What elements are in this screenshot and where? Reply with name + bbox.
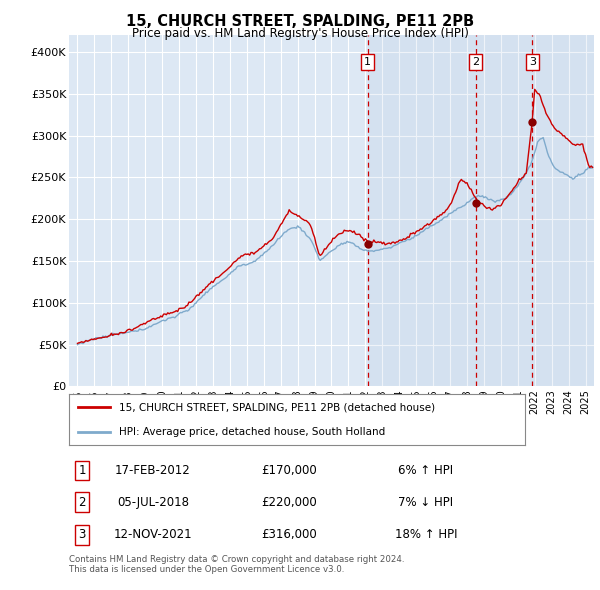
Text: £170,000: £170,000 (262, 464, 317, 477)
Text: 1: 1 (364, 57, 371, 67)
Text: 7% ↓ HPI: 7% ↓ HPI (398, 496, 454, 509)
Text: 1: 1 (79, 464, 86, 477)
Text: 2: 2 (472, 57, 479, 67)
Text: HPI: Average price, detached house, South Holland: HPI: Average price, detached house, Sout… (119, 427, 385, 437)
Text: 15, CHURCH STREET, SPALDING, PE11 2PB (detached house): 15, CHURCH STREET, SPALDING, PE11 2PB (d… (119, 402, 435, 412)
Text: Price paid vs. HM Land Registry's House Price Index (HPI): Price paid vs. HM Land Registry's House … (131, 27, 469, 40)
Bar (532, 35, 594, 386)
Text: 2: 2 (79, 496, 86, 509)
Text: 3: 3 (529, 57, 536, 67)
Text: Contains HM Land Registry data © Crown copyright and database right 2024.
This d: Contains HM Land Registry data © Crown c… (69, 555, 404, 574)
Text: 6% ↑ HPI: 6% ↑ HPI (398, 464, 454, 477)
Text: 17-FEB-2012: 17-FEB-2012 (115, 464, 191, 477)
Text: 3: 3 (79, 528, 86, 541)
Text: £220,000: £220,000 (262, 496, 317, 509)
Bar (368, 35, 476, 386)
Text: 18% ↑ HPI: 18% ↑ HPI (395, 528, 457, 541)
Text: 12-NOV-2021: 12-NOV-2021 (113, 528, 193, 541)
Text: £316,000: £316,000 (262, 528, 317, 541)
Text: 05-JUL-2018: 05-JUL-2018 (117, 496, 189, 509)
Bar (476, 35, 532, 386)
Text: 15, CHURCH STREET, SPALDING, PE11 2PB: 15, CHURCH STREET, SPALDING, PE11 2PB (126, 14, 474, 29)
